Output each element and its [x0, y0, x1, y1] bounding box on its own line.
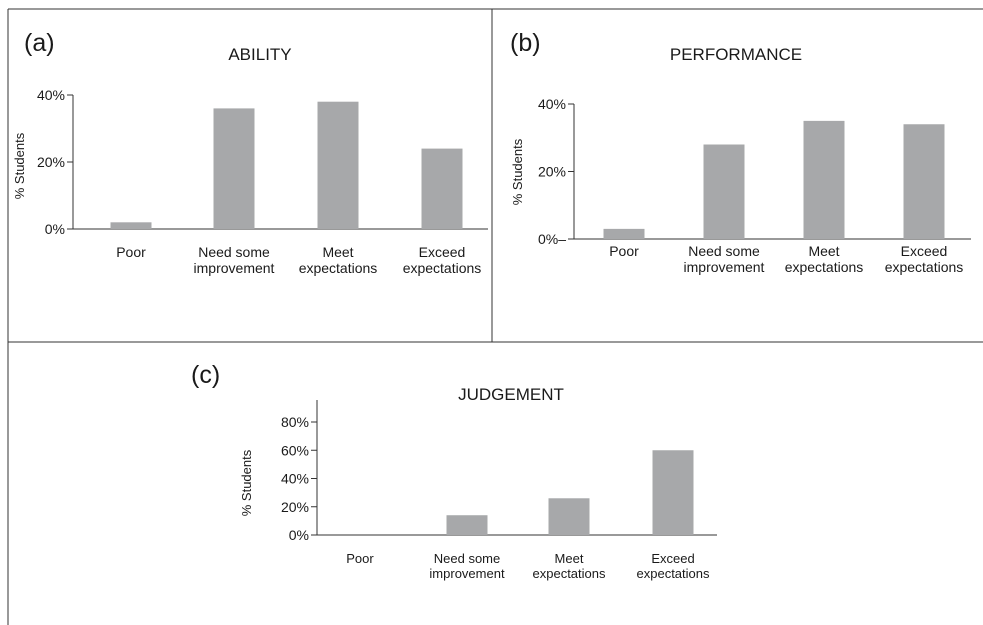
plot-c: 0% 20% 40% 60% 80% Poor Need some improvement Me…: [281, 400, 717, 581]
x-category-label-c-1: Need some improvement: [429, 551, 505, 581]
bar-b-1: [703, 144, 745, 239]
panel-borders: [7, 8, 983, 625]
bar-b-2: [803, 120, 845, 239]
bar-c-3: [652, 450, 694, 535]
y-tick-label-c: 80%: [281, 414, 309, 430]
x-category-label-a-2: Meet expectations: [299, 244, 378, 276]
y-tick-label-b: 0%–: [538, 231, 566, 247]
y-tick-label-b: 40%: [538, 96, 566, 112]
x-category-label-c-0: Poor: [346, 551, 374, 566]
y-tick-label-c: 40%: [281, 471, 309, 487]
bar-c-1: [446, 515, 488, 535]
panel-label-b: (b): [510, 29, 541, 57]
x-category-label-b-0: Poor: [609, 243, 639, 259]
x-category-label-a-1: Need some improvement: [194, 244, 275, 276]
y-tick-label-b: 20%: [538, 164, 566, 180]
bar-a-1: [213, 108, 255, 229]
x-category-label-a-3: Exceed expectations: [403, 244, 482, 276]
bar-b-3: [903, 124, 945, 239]
y-tick-label-a: 0%: [45, 221, 65, 237]
x-category-label-b-3: Exceed expectations: [885, 243, 964, 275]
y-tick-label-c: 60%: [281, 442, 309, 458]
panel-label-c: (c): [191, 361, 220, 389]
x-category-label-c-3: Exceed expectations: [637, 551, 710, 581]
x-category-label-c-2: Meet expectations: [533, 551, 606, 581]
bar-c-2: [548, 498, 590, 535]
bar-b-0: [603, 228, 645, 239]
x-category-label-b-1: Need some improvement: [684, 243, 765, 275]
bar-a-0: [110, 222, 152, 229]
plot-a: 0% 20% 40% Poor Need some improvement Meet expe…: [37, 87, 488, 276]
bar-a-2: [317, 101, 359, 229]
y-tick-label-a: 40%: [37, 87, 65, 103]
y-axis-label-c: % Students: [239, 449, 254, 516]
x-category-label-a-0: Poor: [116, 244, 146, 260]
y-tick-label-c: 0%: [289, 527, 309, 543]
y-tick-label-a: 20%: [37, 154, 65, 170]
panel-a: (a) ABILITY % Students 0% 20% 40% Poor Need …: [12, 29, 488, 276]
y-axis-label-b: % Students: [510, 138, 525, 205]
panel-c: (c) JUDGEMENT % Students 0% 20% 40% 60% 80% P…: [191, 361, 717, 581]
x-category-label-b-2: Meet expectations: [785, 243, 864, 275]
y-tick-label-c: 20%: [281, 499, 309, 515]
y-axis-label-a: % Students: [12, 132, 27, 199]
chart-title-b: PERFORMANCE: [670, 45, 802, 64]
panel-label-a: (a): [24, 29, 55, 57]
chart-title-c: JUDGEMENT: [458, 385, 564, 404]
bar-a-3: [421, 148, 463, 229]
panel-b: (b) PERFORMANCE % Students 0%– 20% 40% Poor…: [510, 29, 971, 275]
chart-title-a: ABILITY: [228, 45, 291, 64]
plot-b: 0%– 20% 40% Poor Need some improvement Meet exp…: [538, 96, 971, 275]
